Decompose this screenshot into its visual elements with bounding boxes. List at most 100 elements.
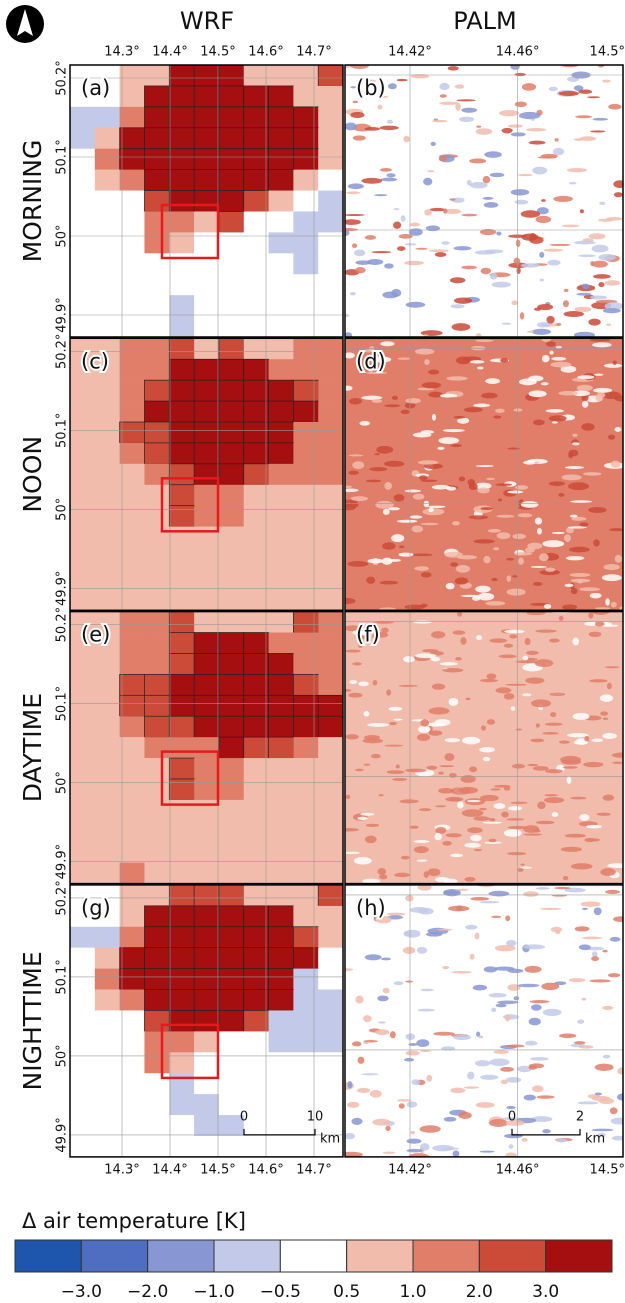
wrf-cell — [218, 85, 245, 108]
wrf-cell — [268, 526, 294, 548]
wrf-cell — [194, 232, 220, 254]
wrf-cell — [119, 316, 145, 337]
wrf-cell — [119, 463, 145, 486]
wrf-cell — [293, 1052, 319, 1074]
wrf-cell — [119, 127, 146, 150]
wrf-cell — [168, 65, 195, 87]
wrf-cell — [119, 1135, 145, 1157]
panel-frame — [344, 64, 624, 338]
wrf-cell — [243, 1135, 269, 1157]
wrf-cell — [168, 190, 195, 213]
wrf-cell — [144, 632, 170, 654]
wrf-cell — [119, 338, 145, 360]
wrf-cell — [318, 484, 343, 506]
wrf-cell — [218, 547, 245, 569]
wrf-cell — [94, 127, 120, 149]
colorbar-tick-label: 2.0 — [466, 1282, 493, 1302]
wrf-cell — [119, 169, 145, 191]
wrf-cell — [168, 694, 195, 717]
wrf-cell — [144, 169, 170, 192]
wrf-cell — [94, 505, 120, 527]
wrf-cell — [268, 568, 294, 590]
wrf-cell — [293, 589, 319, 611]
wrf-cell — [119, 211, 145, 233]
wrf-cell — [218, 65, 245, 87]
wrf-cell — [243, 379, 270, 402]
wrf-cell — [268, 989, 295, 1012]
lat-tick-label: 50° — [55, 498, 70, 521]
wrf-cell — [243, 1094, 269, 1116]
wrf-cell — [70, 968, 96, 990]
wrf-cell — [119, 526, 145, 548]
wrf-cell — [119, 632, 145, 654]
wrf-cell — [268, 1094, 294, 1116]
wrf-cell — [70, 589, 96, 611]
panel-letter: (d) — [356, 349, 386, 373]
wrf-cell — [268, 694, 295, 717]
wrf-cell — [293, 169, 319, 191]
wrf-cell — [144, 190, 170, 213]
wrf-cell — [268, 232, 294, 254]
wrf-cell — [70, 338, 96, 360]
colorbar-swatch — [545, 1239, 613, 1273]
colorbar-tick-label: −2.0 — [127, 1282, 168, 1302]
wrf-cell — [70, 1031, 96, 1053]
wrf-cell — [193, 968, 220, 991]
wrf-cell — [268, 505, 294, 527]
wrf-cell — [243, 1052, 269, 1074]
wrf-cell — [194, 484, 220, 506]
wrf-cell — [318, 463, 343, 486]
wrf-cell — [119, 926, 145, 948]
wrf-cell — [318, 611, 343, 633]
wrf-cell — [293, 862, 319, 884]
wrf-cell — [293, 1031, 319, 1053]
wrf-cell — [119, 85, 145, 108]
wrf-cell — [168, 400, 195, 423]
wrf-cell — [318, 968, 343, 990]
lat-tick-label: 50.1° — [55, 959, 70, 994]
wrf-cell — [268, 295, 294, 317]
lon-tick-label: 14.6° — [248, 45, 283, 60]
wrf-cell — [194, 1115, 220, 1137]
wrf-cell — [293, 85, 319, 108]
wrf-cell — [293, 274, 319, 296]
wrf-cell — [243, 968, 270, 991]
wrf-cell — [218, 400, 245, 423]
wrf-cell — [144, 400, 170, 423]
wrf-cell — [119, 65, 145, 87]
wrf-cell — [318, 253, 343, 275]
wrf-cell — [168, 85, 195, 108]
wrf-cell — [268, 65, 294, 87]
wrf-cell — [293, 758, 319, 780]
wrf-cell — [94, 968, 120, 990]
wrf-cell — [218, 758, 245, 780]
wrf-cell — [318, 1094, 343, 1116]
wrf-cell — [318, 862, 343, 884]
wrf-cell — [94, 65, 120, 87]
wrf-map — [70, 65, 343, 337]
wrf-cell — [119, 232, 145, 254]
wrf-cell — [144, 1073, 170, 1095]
colorbar-tick-label: 0.5 — [333, 1282, 360, 1302]
wrf-cell — [293, 737, 319, 759]
wrf-cell — [293, 1073, 319, 1095]
wrf-cell — [293, 778, 319, 801]
wrf-cell — [168, 778, 195, 801]
wrf-cell — [144, 989, 170, 1012]
wrf-cell — [94, 884, 120, 907]
wrf-cell — [193, 653, 220, 676]
wrf-cell — [193, 358, 220, 381]
wrf-cell — [94, 274, 120, 296]
wrf-cell — [243, 1073, 269, 1095]
wrf-cell — [94, 316, 120, 337]
wrf-cell — [119, 611, 145, 633]
wrf-cell — [70, 632, 96, 654]
wrf-cell — [144, 442, 170, 465]
scale-label: 10 — [307, 1109, 324, 1124]
wrf-cell — [168, 757, 195, 780]
wrf-cell — [168, 379, 195, 402]
wrf-cell — [169, 253, 195, 275]
wrf-cell — [194, 758, 220, 780]
wrf-cell — [144, 926, 170, 949]
colorbar-swatch — [279, 1239, 348, 1273]
